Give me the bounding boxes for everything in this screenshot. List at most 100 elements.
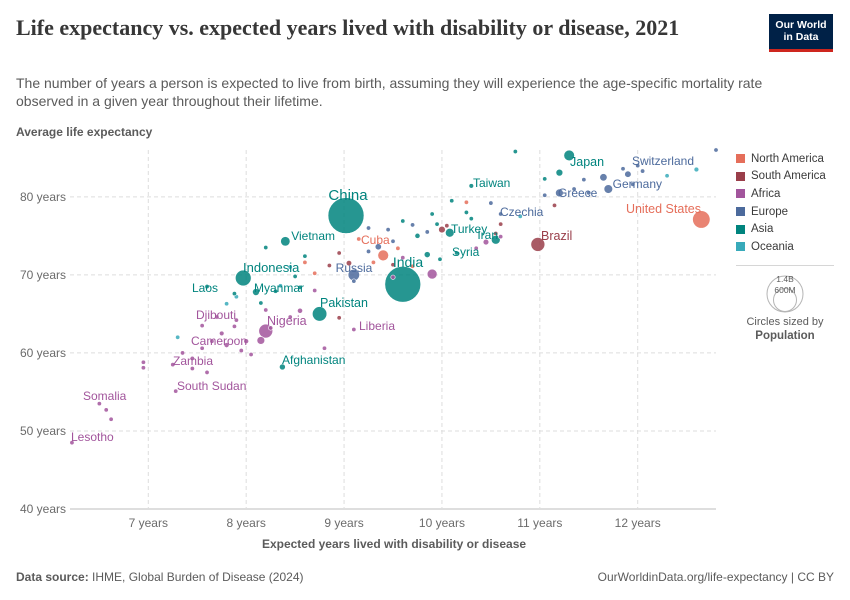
point-afghanistan[interactable] bbox=[279, 363, 286, 371]
data-point[interactable] bbox=[438, 225, 446, 234]
data-point[interactable] bbox=[189, 355, 195, 361]
data-point[interactable] bbox=[199, 345, 205, 351]
point-india[interactable] bbox=[384, 265, 422, 303]
legend-item-europe[interactable]: Europe bbox=[736, 203, 846, 221]
legend-item-africa[interactable]: Africa bbox=[736, 185, 846, 203]
point-brazil[interactable] bbox=[530, 237, 546, 252]
data-point[interactable] bbox=[108, 416, 114, 422]
data-point[interactable] bbox=[326, 263, 332, 269]
data-point[interactable] bbox=[96, 401, 102, 407]
data-point[interactable] bbox=[498, 221, 504, 227]
point-myanmar[interactable] bbox=[252, 288, 260, 296]
data-point[interactable] bbox=[312, 270, 318, 276]
point-liberia[interactable] bbox=[351, 326, 357, 332]
data-point[interactable] bbox=[140, 365, 146, 371]
data-point[interactable] bbox=[277, 283, 283, 289]
point-cameroon[interactable] bbox=[243, 338, 249, 344]
data-point[interactable] bbox=[640, 168, 646, 174]
data-point[interactable] bbox=[390, 238, 396, 244]
data-point[interactable] bbox=[454, 250, 460, 256]
data-point[interactable] bbox=[493, 231, 499, 237]
data-point[interactable] bbox=[482, 238, 490, 246]
footer-url[interactable]: OurWorldinData.org/life-expectancy | CC … bbox=[597, 570, 834, 584]
data-point[interactable] bbox=[370, 259, 376, 265]
data-point[interactable] bbox=[463, 209, 469, 215]
legend-item-north-america[interactable]: North America bbox=[736, 150, 846, 168]
data-point[interactable] bbox=[248, 351, 254, 357]
point-japan[interactable] bbox=[563, 149, 575, 162]
point-czechia[interactable] bbox=[498, 211, 504, 217]
data-point[interactable] bbox=[517, 213, 523, 219]
data-point[interactable] bbox=[410, 222, 416, 228]
data-point[interactable] bbox=[664, 173, 670, 179]
data-point[interactable] bbox=[463, 199, 469, 205]
point-united-states[interactable] bbox=[692, 210, 711, 229]
point-indonesia[interactable] bbox=[235, 269, 252, 287]
data-point[interactable] bbox=[287, 314, 293, 320]
data-point[interactable] bbox=[273, 288, 279, 294]
data-point[interactable] bbox=[366, 248, 372, 254]
owid-logo[interactable]: Our World in Data bbox=[769, 14, 833, 52]
data-point[interactable] bbox=[385, 227, 391, 233]
data-point[interactable] bbox=[175, 334, 181, 340]
data-point[interactable] bbox=[630, 181, 636, 187]
data-point[interactable] bbox=[297, 284, 303, 290]
data-point[interactable] bbox=[512, 149, 518, 155]
legend-item-oceania[interactable]: Oceania bbox=[736, 238, 846, 256]
point-lesotho[interactable] bbox=[69, 440, 75, 446]
data-point[interactable] bbox=[321, 345, 327, 351]
point-djibouti[interactable] bbox=[231, 323, 237, 329]
data-point[interactable] bbox=[426, 268, 438, 280]
data-point[interactable] bbox=[414, 232, 421, 239]
data-point[interactable] bbox=[599, 173, 608, 182]
data-point[interactable] bbox=[312, 287, 318, 293]
data-point[interactable] bbox=[488, 200, 494, 206]
data-point[interactable] bbox=[238, 348, 244, 354]
data-point[interactable] bbox=[256, 336, 266, 345]
data-point[interactable] bbox=[449, 198, 455, 204]
data-point[interactable] bbox=[400, 218, 406, 224]
data-point[interactable] bbox=[713, 147, 719, 153]
data-point[interactable] bbox=[542, 192, 548, 198]
data-point[interactable] bbox=[219, 330, 225, 337]
data-point[interactable] bbox=[214, 314, 220, 320]
data-point[interactable] bbox=[345, 260, 352, 267]
data-point[interactable] bbox=[555, 188, 564, 198]
data-point[interactable] bbox=[395, 245, 401, 251]
data-point[interactable] bbox=[204, 284, 210, 290]
data-point[interactable] bbox=[233, 317, 239, 323]
data-point[interactable] bbox=[390, 274, 396, 280]
data-point[interactable] bbox=[336, 250, 342, 256]
point-greece[interactable] bbox=[586, 190, 592, 196]
data-point[interactable] bbox=[180, 350, 186, 356]
data-point[interactable] bbox=[423, 251, 431, 258]
data-point[interactable] bbox=[287, 264, 293, 270]
data-point[interactable] bbox=[297, 307, 303, 314]
data-point[interactable] bbox=[429, 211, 435, 217]
data-point[interactable] bbox=[366, 225, 372, 231]
point-laos[interactable] bbox=[231, 291, 237, 297]
data-point[interactable] bbox=[693, 166, 700, 173]
point-cuba[interactable] bbox=[356, 236, 362, 242]
data-point[interactable] bbox=[498, 234, 504, 240]
point-syria[interactable] bbox=[437, 256, 443, 262]
point-pakistan[interactable] bbox=[312, 306, 328, 322]
data-point[interactable] bbox=[263, 307, 269, 313]
data-point[interactable] bbox=[351, 278, 357, 284]
data-point[interactable] bbox=[223, 342, 230, 348]
data-point[interactable] bbox=[424, 229, 430, 235]
data-point[interactable] bbox=[581, 177, 587, 183]
data-point[interactable] bbox=[374, 243, 382, 251]
point-somalia[interactable] bbox=[103, 407, 109, 413]
point-zambia[interactable] bbox=[189, 366, 195, 372]
data-point[interactable] bbox=[302, 259, 308, 265]
data-point[interactable] bbox=[140, 359, 146, 365]
data-point[interactable] bbox=[204, 369, 210, 375]
data-point[interactable] bbox=[170, 362, 176, 368]
data-point[interactable] bbox=[258, 300, 264, 306]
point-china[interactable] bbox=[327, 197, 365, 234]
data-point[interactable] bbox=[444, 223, 450, 229]
point-germany[interactable] bbox=[603, 184, 613, 194]
data-point[interactable] bbox=[555, 168, 564, 177]
data-point[interactable] bbox=[302, 253, 308, 259]
